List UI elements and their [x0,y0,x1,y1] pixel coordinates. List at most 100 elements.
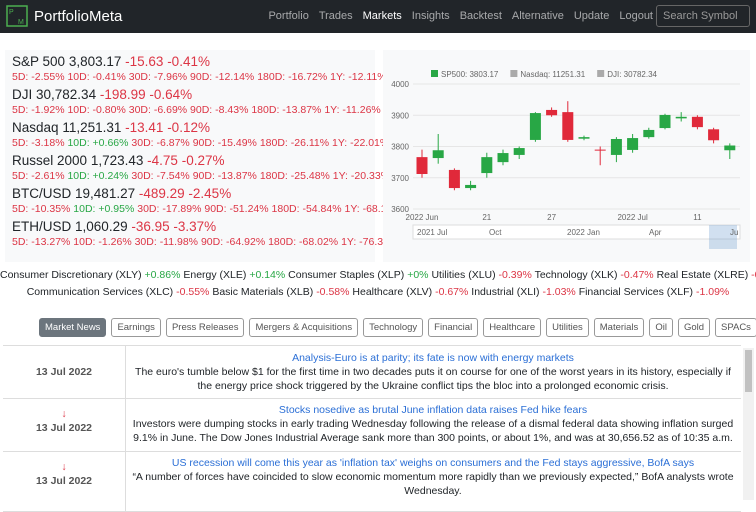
nav-link[interactable]: Trades [318,10,353,22]
sector-name: Consumer Discretionary (XLY) [0,269,142,281]
tab[interactable]: Technology [363,318,424,337]
candle-body [546,109,558,116]
index-name: ETH/USD [12,219,72,234]
index-pct: -2.45% [188,186,232,201]
tab[interactable]: Materials [593,318,645,337]
sector-change: -1.03% [542,286,576,298]
period-change: 180D: -16.72% [257,71,328,83]
nav-link[interactable]: Backtest [459,10,502,22]
legend-swatch [510,70,518,77]
period-change: 90D: -15.49% [192,137,257,149]
period-change: 30D: -6.87% [131,137,190,149]
news-date: 13 Jul 2022 [35,475,93,487]
news-title[interactable]: US recession will come this year as 'inf… [171,457,695,469]
tab[interactable]: Utilities [546,318,589,337]
news-date-cell: ↓ 13 Jul 2022 [3,398,126,451]
sector-change: +0% [407,269,429,281]
candle-body [578,137,590,139]
index-periods: 5D: -2.61% 10D: +0.24% 30D: -7.54% 90D: … [12,170,390,182]
scroll-thumb[interactable] [745,350,752,392]
index-panel: S&P 500 3,803.17 -15.63 -0.41% 5D: -2.55%… [5,50,402,262]
nav-link[interactable]: Markets [362,10,402,22]
tab[interactable]: Financial [428,318,479,337]
index-change: -198.99 [99,87,146,102]
news-tabs: Market News Earnings Press Releases Mergers… [39,318,756,337]
sector-change: -0.39% [498,269,532,281]
sector-name: Communication Services (XLC) [26,286,174,298]
period-change: 1Y: -22.01% [332,137,390,149]
tab[interactable]: Oil [649,318,673,337]
nav-link[interactable]: Logout [619,10,653,22]
candle-body [708,129,720,141]
index-name: BTC/USD [12,186,72,201]
period-change: 30D: -11.98% [134,236,199,248]
sector-name: Basic Materials (XLB) [212,286,314,298]
news-date: 13 Jul 2022 [35,366,93,378]
period-change: 5D: -3.18% [12,137,65,149]
nav-link[interactable]: Alternative [511,10,564,22]
candle-body [497,153,509,163]
news-content: US recession will come this year as 'inf… [131,456,735,498]
news-title[interactable]: Stocks nosedive as brutal June inflation… [278,404,588,416]
index-price: 30,782.34 [36,87,97,102]
brand[interactable]: PortfolioMeta [34,8,123,25]
index-row: Nasdaq 11,251.31 -13.41 -0.12% [12,120,210,135]
candle-body [643,129,655,138]
scrollbar[interactable] [743,348,754,500]
tab[interactable]: Gold [677,318,711,337]
index-pct: -0.12% [167,120,210,135]
sector-change: -0.55% [751,269,756,281]
news-title[interactable]: Analysis-Euro is at parity; its fate is … [292,352,574,364]
sector-name: Energy (XLE) [183,269,247,281]
index-periods: 5D: -10.35% 10D: +0.95% 30D: -17.89% 90D… [12,203,402,215]
tab[interactable]: SPACs [715,318,756,337]
period-change: 1Y: -11.26% [324,104,381,116]
candle-body [432,150,444,159]
period-change: 30D: -7.54% [131,170,190,182]
period-change: 180D: -26.11% [259,137,330,149]
candle-body [465,184,477,189]
index-change: -489.29 [138,186,185,201]
sector-name: Healthcare (XLV) [352,286,433,298]
period-change: 180D: -13.87% [251,104,322,116]
legend-label: Nasdaq: 11251.31 [520,70,585,79]
tab[interactable]: Earnings [111,318,161,337]
candle-body [675,116,687,119]
navigator-window [709,225,737,249]
period-change: 90D: -12.14% [190,71,255,83]
candle-body [610,139,622,155]
legend-swatch [431,70,438,77]
index-pct: -0.27% [181,153,225,168]
candle-body [513,148,525,155]
search-input[interactable]: Search Symbol [656,5,750,27]
nav-link[interactable]: Insights [411,10,450,22]
period-change: 10D: -0.80% [67,104,126,116]
tab[interactable]: Healthcare [483,318,542,337]
index-row: ETH/USD 1,060.29 -36.95 -3.37% [12,219,216,234]
candle-body [448,169,460,189]
tab[interactable]: Market News [39,318,107,337]
nav-link[interactable]: Portfolio [268,10,309,22]
news-body: The euro's tumble below $1 for the first… [135,366,731,392]
sector-change: -0.47% [620,269,654,281]
candle-body [724,145,736,151]
logo: PM [6,5,28,27]
period-change: 5D: -2.61% [12,170,65,182]
sector-change: -0.55% [176,286,210,298]
legend-swatch [597,70,605,77]
x-tick-label: 11 [693,213,702,222]
period-change: 30D: -7.96% [128,71,188,83]
navigator-label: Ju [730,228,738,237]
index-row: BTC/USD 19,481.27 -489.29 -2.45% [12,186,231,201]
news-date-cell: ↓ 13 Jul 2022 [3,451,126,511]
news-row: ↓ 13 Jul 2022 US recession will come this … [3,451,741,512]
index-row: S&P 500 3,803.17 -15.63 -0.41% [12,54,210,69]
nav-link[interactable]: Update [573,10,610,22]
index-price: 1,723.43 [90,153,144,168]
sector-change: -0.58% [316,286,350,298]
tab[interactable]: Mergers & Acquisitions [249,318,359,337]
sector-name: Real Estate (XLRE) [656,269,749,281]
tab[interactable]: Press Releases [165,318,245,337]
